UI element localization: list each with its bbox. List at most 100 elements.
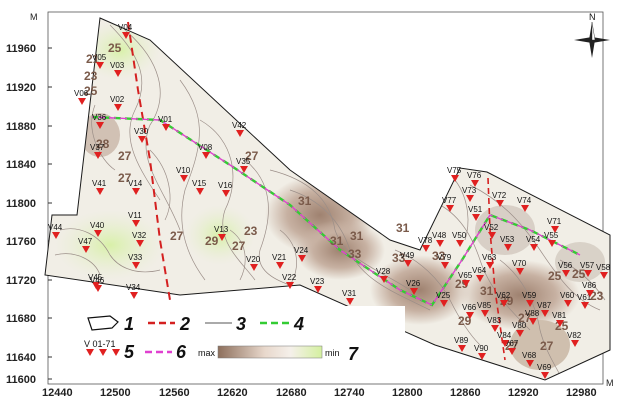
well-icon bbox=[466, 312, 474, 319]
legend-num-3: 3 bbox=[236, 314, 246, 334]
well-marker: V66 bbox=[462, 303, 477, 319]
well-label: V64 bbox=[472, 266, 487, 275]
well-marker: V79 bbox=[437, 253, 452, 269]
well-label: V46 bbox=[90, 276, 105, 285]
well-label: V41 bbox=[92, 179, 107, 188]
well-icon bbox=[132, 220, 140, 227]
well-marker: V01 bbox=[158, 115, 173, 131]
well-label: V87 bbox=[537, 301, 552, 310]
well-icon bbox=[202, 152, 210, 159]
well-label: V24 bbox=[294, 246, 309, 255]
well-icon bbox=[346, 298, 354, 305]
well-label: V16 bbox=[218, 181, 233, 190]
well-marker: V03 bbox=[110, 61, 125, 77]
well-label: V48 bbox=[432, 231, 447, 240]
well-icon bbox=[586, 290, 594, 297]
well-icon bbox=[562, 270, 570, 277]
well-label: V73 bbox=[462, 186, 477, 195]
well-marker: V65 bbox=[458, 271, 473, 287]
well-marker: V62 bbox=[496, 291, 511, 307]
well-icon bbox=[501, 340, 509, 347]
well-label: V57 bbox=[580, 261, 595, 270]
well-label: V05 bbox=[92, 53, 107, 62]
y-tick-label: 11680 bbox=[6, 313, 36, 325]
well-icon bbox=[130, 292, 138, 299]
y-tick-label: 11920 bbox=[6, 82, 36, 94]
well-label: V34 bbox=[126, 283, 141, 292]
well-icon bbox=[458, 345, 466, 352]
legend-num-1: 1 bbox=[124, 314, 134, 334]
well-label: V35 bbox=[236, 157, 251, 166]
well-icon bbox=[114, 104, 122, 111]
well-label: V25 bbox=[436, 291, 451, 300]
y-tick-label: 11720 bbox=[6, 275, 36, 287]
well-label: V84 bbox=[497, 331, 512, 340]
area-boundary bbox=[44, 17, 611, 381]
well-icon bbox=[462, 280, 470, 287]
well-marker: V33 bbox=[128, 253, 143, 269]
well-icon bbox=[96, 188, 104, 195]
x-tick-label: 12860 bbox=[450, 387, 481, 399]
y-tick-label: 11800 bbox=[6, 198, 36, 210]
magenta-dashed-line bbox=[91, 116, 581, 306]
well-marker: V89 bbox=[454, 336, 469, 352]
well-marker: V55 bbox=[544, 231, 559, 247]
well-marker: V37 bbox=[90, 143, 105, 159]
well-label: V61 bbox=[577, 293, 592, 302]
well-icon bbox=[571, 340, 579, 347]
well-label: V67 bbox=[504, 339, 519, 348]
y-tick-label: 11880 bbox=[6, 121, 36, 133]
north-arrow-icon: N bbox=[574, 12, 610, 58]
x-tick-label: 12440 bbox=[42, 387, 73, 399]
well-icon bbox=[486, 262, 494, 269]
well-marker: V24 bbox=[294, 246, 309, 262]
legend-scale-min: min bbox=[325, 348, 340, 358]
well-label: V44 bbox=[48, 223, 63, 232]
well-label: V78 bbox=[418, 236, 433, 245]
y-tick-label: 11600 bbox=[6, 374, 36, 386]
well-icon bbox=[516, 268, 524, 275]
well-icon bbox=[508, 348, 516, 355]
well-label: V68 bbox=[522, 351, 537, 360]
well-marker: V22 bbox=[282, 273, 297, 289]
well-label: V20 bbox=[246, 255, 261, 264]
x-tick-label: 12620 bbox=[217, 387, 248, 399]
well-marker: V58 bbox=[596, 263, 611, 279]
x-tick-label: 12740 bbox=[334, 387, 365, 399]
green-dashed-line bbox=[91, 115, 581, 307]
well-icon bbox=[94, 152, 102, 159]
contour-label: 33 bbox=[432, 249, 446, 263]
contour-label: 29 bbox=[458, 314, 472, 328]
well-marker: V63 bbox=[482, 253, 497, 269]
well-icon bbox=[138, 136, 146, 143]
well-marker: V78 bbox=[418, 236, 433, 252]
well-marker: V72 bbox=[492, 191, 507, 207]
x-tick-label: 12500 bbox=[100, 387, 131, 399]
well-icon bbox=[380, 276, 388, 283]
well-icon bbox=[136, 240, 144, 247]
well-label: V42 bbox=[232, 121, 247, 130]
well-icon bbox=[530, 244, 538, 251]
well-label: V14 bbox=[128, 179, 143, 188]
well-marker: V88 bbox=[525, 309, 540, 325]
well-label: V02 bbox=[110, 95, 125, 104]
well-marker: V20 bbox=[246, 255, 261, 271]
well-marker: V50 bbox=[452, 231, 467, 247]
well-label: V13 bbox=[214, 225, 229, 234]
well-icon bbox=[551, 226, 559, 233]
contour-label: 27 bbox=[118, 149, 132, 163]
well-label: V06 bbox=[74, 89, 89, 98]
well-icon bbox=[516, 330, 524, 337]
well-marker: V82 bbox=[567, 331, 582, 347]
well-label: V49 bbox=[400, 251, 415, 260]
well-label: V03 bbox=[110, 61, 125, 70]
well-label: V60 bbox=[560, 291, 575, 300]
well-icon bbox=[584, 270, 592, 277]
contour-label: 29 bbox=[205, 234, 219, 248]
well-icon bbox=[410, 288, 418, 295]
well-marker: V47 bbox=[78, 237, 93, 253]
well-icon bbox=[581, 302, 589, 309]
well-icon bbox=[456, 240, 464, 247]
